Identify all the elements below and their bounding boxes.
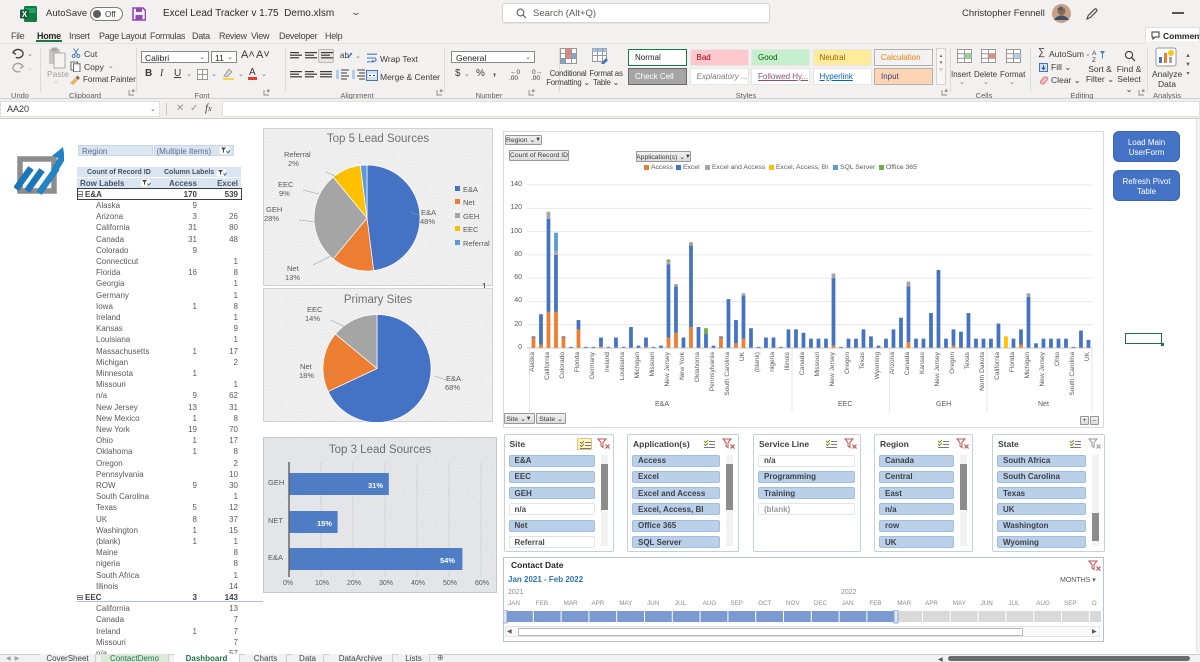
svg-text:Michigan: Michigan xyxy=(634,352,641,379)
svg-text:Canada: Canada xyxy=(904,352,911,375)
svg-text:California: California xyxy=(544,352,551,380)
svg-text:Oregon: Oregon xyxy=(949,352,956,374)
svg-text:UK: UK xyxy=(739,351,746,361)
svg-text:Illinois: Illinois xyxy=(784,351,791,370)
svg-text:Texas: Texas xyxy=(859,351,866,369)
svg-text:Texas: Texas xyxy=(964,351,971,369)
svg-text:.00: .00 xyxy=(509,75,518,80)
svg-text:X: X xyxy=(22,10,28,19)
svg-text:←0: ←0 xyxy=(510,69,521,76)
svg-text:Missouri: Missouri xyxy=(649,351,656,376)
svg-text:Florida: Florida xyxy=(574,352,581,372)
svg-text:New Jersey: New Jersey xyxy=(829,351,836,386)
svg-text:California: California xyxy=(994,352,1001,380)
svg-text:South Carolina: South Carolina xyxy=(724,352,731,396)
svg-text:New Jersey: New Jersey xyxy=(664,351,671,386)
svg-text:Alaska: Alaska xyxy=(529,352,536,372)
svg-text:Canada: Canada xyxy=(799,352,806,375)
svg-text:South Carolina: South Carolina xyxy=(1069,352,1076,396)
svg-text:nigeria: nigeria xyxy=(769,352,776,372)
svg-text:(blank): (blank) xyxy=(754,352,761,372)
svg-text:Oklahoma: Oklahoma xyxy=(694,352,701,382)
svg-text:Pennsylvania: Pennsylvania xyxy=(709,352,716,392)
svg-text:Oregon: Oregon xyxy=(844,352,851,374)
svg-text:Germany: Germany xyxy=(589,351,596,379)
svg-text:Missouri: Missouri xyxy=(814,351,821,376)
svg-text:New York: New York xyxy=(679,351,686,380)
svg-text:Colorado: Colorado xyxy=(559,352,566,379)
svg-text:Ireland: Ireland xyxy=(604,352,611,372)
svg-text:UK: UK xyxy=(1084,351,1091,361)
svg-text:ab: ab xyxy=(340,51,349,60)
svg-text:New Jersey: New Jersey xyxy=(1039,351,1046,386)
svg-text:A: A xyxy=(1092,50,1097,57)
svg-text:North Dakota: North Dakota xyxy=(979,352,986,391)
svg-text:New Jersey: New Jersey xyxy=(934,351,941,386)
svg-text:Ohio: Ohio xyxy=(1054,352,1061,366)
svg-text:0→: 0→ xyxy=(532,69,542,76)
svg-text:.00: .00 xyxy=(531,75,540,80)
svg-text:Arizona: Arizona xyxy=(889,352,896,375)
svg-text:Kansas: Kansas xyxy=(919,351,926,374)
svg-text:Michigan: Michigan xyxy=(1024,352,1031,379)
svg-text:Florida: Florida xyxy=(1009,352,1016,372)
svg-text:Z: Z xyxy=(1092,57,1096,63)
svg-text:Louisiana: Louisiana xyxy=(619,352,626,381)
svg-text:Wyoming: Wyoming xyxy=(874,352,881,380)
